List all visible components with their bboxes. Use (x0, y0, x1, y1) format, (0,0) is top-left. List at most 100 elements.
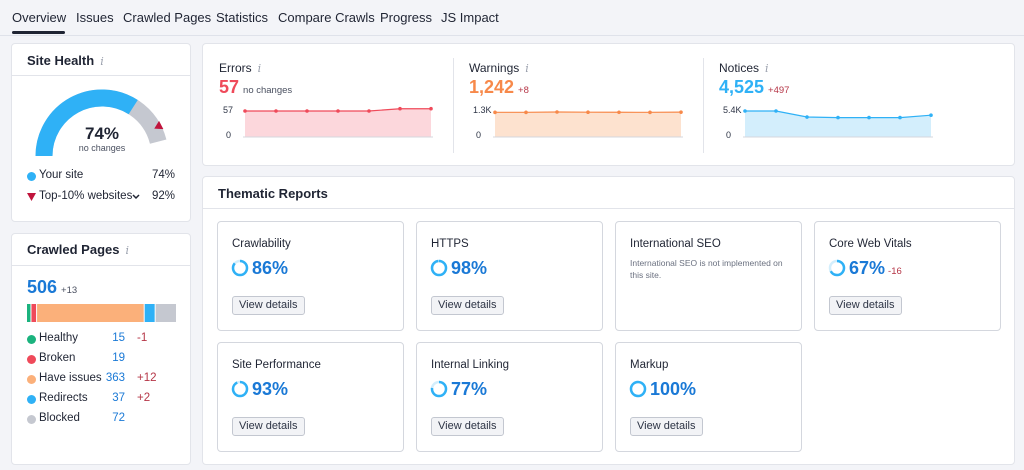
report-title: Site Performance (232, 359, 321, 371)
info-icon[interactable]: i (765, 62, 769, 75)
bar-segment-blocked[interactable] (155, 304, 176, 322)
sparkline-point[interactable] (398, 106, 402, 111)
sparkline-point[interactable] (929, 113, 933, 118)
info-icon[interactable]: i (257, 62, 262, 75)
sparkline-point[interactable] (679, 110, 683, 114)
bar-segment-healthy[interactable] (27, 304, 31, 322)
info-icon[interactable]: i (525, 62, 529, 75)
sparkline-point[interactable] (243, 109, 247, 113)
report-card-crawlability[interactable]: Crawlability 86% View details (217, 221, 404, 331)
report-score: 77% (451, 379, 488, 399)
divider (12, 75, 190, 76)
triangle-down-icon (27, 193, 36, 201)
report-card-core-web-vitals[interactable]: Core Web Vitals 67% -16 View details (814, 221, 1001, 331)
progress-ring-icon (828, 259, 846, 277)
tab-overview[interactable]: Overview (12, 10, 67, 25)
metric-label: Errors i (219, 61, 262, 75)
sparkline-point[interactable] (336, 109, 340, 113)
tab-statistics[interactable]: Statistics (216, 10, 269, 25)
active-tab-indicator (12, 31, 65, 34)
legend-dot-icon (27, 335, 36, 344)
sparkline-point[interactable] (617, 110, 621, 115)
tab-compare-crawls[interactable]: Compare Crawls (278, 10, 375, 25)
row-label: Blocked (39, 412, 80, 424)
crawled-row-broken[interactable]: Broken 19 (27, 352, 175, 368)
tab-progress[interactable]: Progress (380, 10, 433, 25)
legend-your-site: Your site 74% (27, 169, 175, 185)
sparkline-point[interactable] (493, 110, 497, 115)
report-card-site-performance[interactable]: Site Performance 93% View details (217, 342, 404, 452)
chevron-down-icon[interactable] (132, 194, 140, 200)
site-health-title: Site Health i (27, 53, 104, 68)
bar-segment-have-issues[interactable] (37, 304, 144, 322)
info-icon[interactable]: i (100, 55, 104, 68)
sparkline-point[interactable] (429, 106, 433, 111)
sparkline-point[interactable] (774, 109, 778, 113)
y-axis-bottom-label: 0 (226, 130, 232, 140)
crawled-pages-title: Crawled Pages i (27, 242, 130, 257)
legend-top-websites[interactable]: Top-10% websites 92% (27, 190, 175, 206)
row-label: Redirects (39, 392, 88, 404)
row-value[interactable]: 363 (105, 372, 125, 384)
divider (453, 58, 454, 153)
bar-segment-redirects[interactable] (144, 304, 155, 322)
crawled-row-blocked[interactable]: Blocked 72 (27, 412, 175, 428)
row-delta: -1 (137, 332, 148, 344)
view-details-button[interactable]: View details (232, 296, 305, 315)
row-delta: +2 (137, 392, 151, 404)
report-card-https[interactable]: HTTPS 98% View details (416, 221, 603, 331)
sparkline-point[interactable] (274, 109, 278, 113)
report-card-international-seo[interactable]: International SEO International SEO is no… (615, 221, 802, 331)
row-label: Broken (39, 352, 76, 364)
row-value[interactable]: 72 (112, 412, 125, 424)
metric-value[interactable]: 4,525 +497 (719, 77, 790, 97)
sparkline-point[interactable] (648, 110, 652, 115)
sparkline-point[interactable] (586, 110, 590, 114)
metric-value[interactable]: 1,242 +8 (469, 77, 529, 97)
sparkline-point[interactable] (555, 110, 559, 114)
sparkline-point[interactable] (867, 115, 871, 120)
report-card-internal-linking[interactable]: Internal Linking 77% View details (416, 342, 603, 452)
view-details-button[interactable]: View details (630, 417, 703, 436)
row-value[interactable]: 15 (112, 332, 125, 344)
sparkline-point[interactable] (305, 109, 309, 113)
sparkline-point[interactable] (743, 109, 747, 113)
report-title: Core Web Vitals (829, 238, 912, 250)
sparkline-chart (493, 110, 683, 138)
crawled-row-redirects[interactable]: Redirects 37 +2 (27, 392, 175, 408)
tab-issues[interactable]: Issues (76, 10, 114, 25)
report-card-markup[interactable]: Markup 100% View details (615, 342, 802, 452)
bar-segment-broken[interactable] (31, 304, 37, 322)
crawled-row-have-issues[interactable]: Have issues 363 +12 (27, 372, 175, 388)
tab-bar: Overview Issues Crawled Pages Statistics… (0, 0, 1024, 36)
legend-dot-icon (27, 375, 36, 384)
metric-notices[interactable]: Notices i 4,525 +497 5.4K 0 (703, 44, 953, 165)
crawled-pages-card: Crawled Pages i 506 +13 Healthy 15 -1 Broken 1… (11, 233, 191, 465)
info-icon[interactable]: i (125, 244, 130, 257)
view-details-button[interactable]: View details (431, 296, 504, 315)
site-health-value: 74% (84, 124, 120, 143)
row-value[interactable]: 19 (112, 352, 125, 364)
legend-dot-icon (27, 415, 36, 424)
view-details-button[interactable]: View details (829, 296, 902, 315)
sparkline-point[interactable] (836, 115, 840, 120)
sparkline-point[interactable] (524, 110, 528, 115)
tab-js-impact[interactable]: JS Impact (441, 10, 499, 25)
crawled-row-healthy[interactable]: Healthy 15 -1 (27, 332, 175, 348)
tab-crawled-pages[interactable]: Crawled Pages (123, 10, 212, 25)
view-details-button[interactable]: View details (431, 417, 504, 436)
metric-delta: no changes (243, 85, 293, 96)
progress-ring-icon (430, 259, 448, 277)
row-value[interactable]: 37 (112, 392, 125, 404)
metric-errors[interactable]: Errors i 57 no changes 57 0 (203, 44, 453, 165)
metric-value[interactable]: 57 no changes (219, 77, 293, 97)
y-axis-bottom-label: 0 (726, 130, 732, 140)
sparkline-chart (243, 106, 433, 138)
your-site-dot-icon (27, 172, 36, 181)
metric-warnings[interactable]: Warnings i 1,242 +8 1.3K 0 (453, 44, 703, 165)
sparkline-point[interactable] (805, 115, 809, 119)
view-details-button[interactable]: View details (232, 417, 305, 436)
sparkline-point[interactable] (367, 109, 371, 113)
site-health-card: Site Health i 74% no changes Your site 74… (11, 43, 191, 222)
sparkline-point[interactable] (898, 115, 902, 120)
